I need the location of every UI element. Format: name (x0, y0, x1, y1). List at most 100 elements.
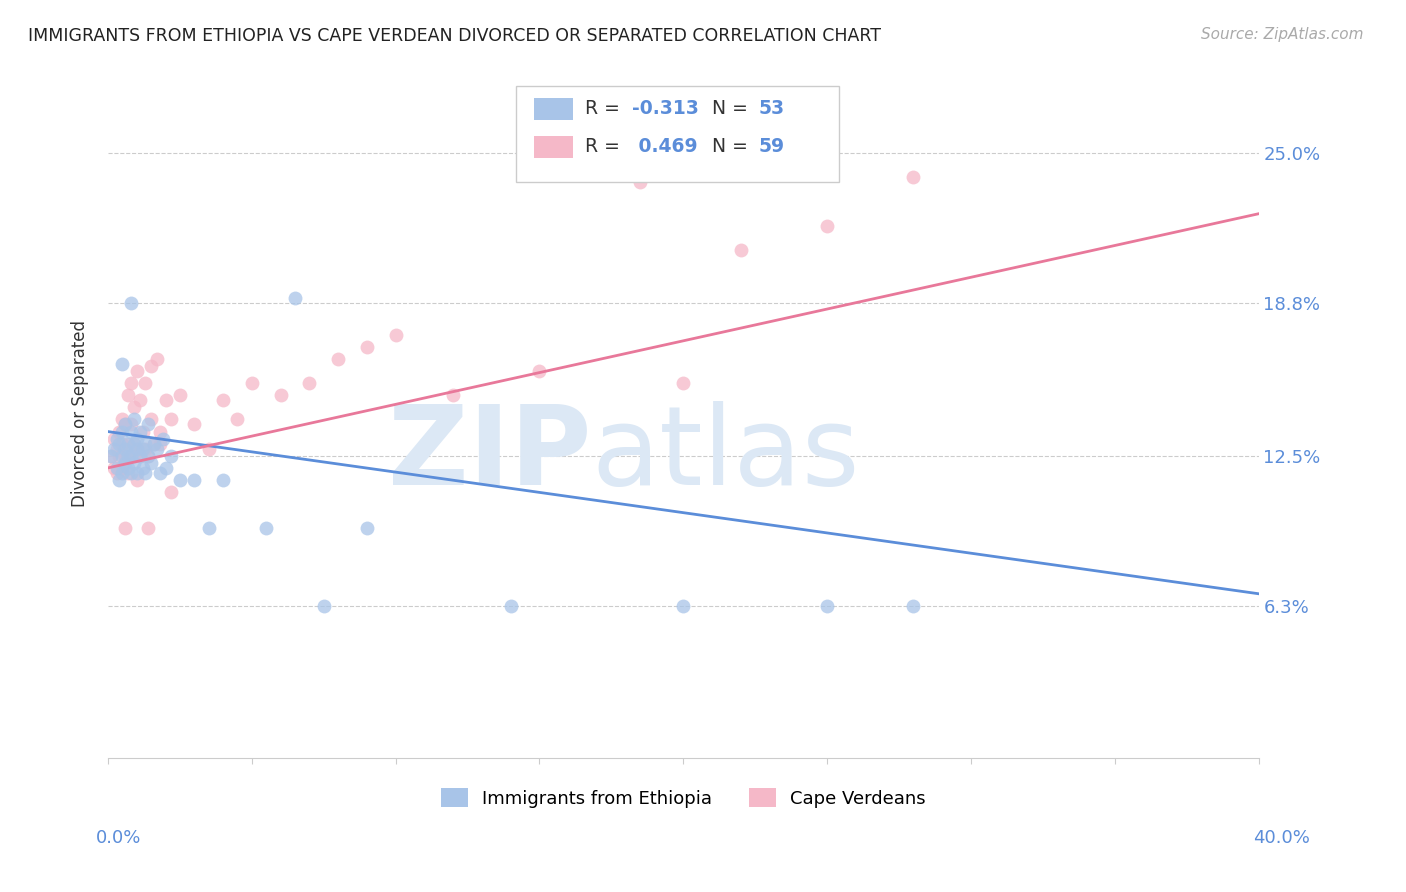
Point (139, 412, 162, 426)
Point (117, 436, 139, 450)
Point (125, 442, 148, 456)
Point (125, 364, 148, 378)
Point (114, 456, 136, 470)
Point (160, 485, 183, 500)
Point (136, 449, 159, 463)
Point (152, 432, 174, 446)
Point (146, 442, 169, 456)
Point (815, 599, 838, 613)
FancyBboxPatch shape (516, 86, 838, 182)
Point (139, 456, 162, 470)
Text: 40.0%: 40.0% (1254, 829, 1310, 847)
Point (114, 417, 136, 432)
Point (672, 376, 695, 391)
Point (139, 359, 162, 374)
Point (128, 425, 150, 439)
Point (111, 461, 134, 475)
Point (120, 417, 142, 432)
Point (134, 376, 156, 391)
Point (122, 436, 145, 450)
Point (312, 599, 335, 613)
Point (212, 393, 235, 408)
Point (117, 436, 139, 450)
Point (226, 412, 249, 426)
Point (212, 473, 235, 487)
Legend: Immigrants from Ethiopia, Cape Verdeans: Immigrants from Ethiopia, Cape Verdeans (433, 781, 934, 815)
Point (105, 432, 128, 446)
Point (356, 521, 378, 535)
FancyBboxPatch shape (534, 136, 572, 158)
Point (628, 175, 651, 189)
Point (108, 425, 131, 439)
Point (284, 292, 307, 306)
Point (111, 466, 134, 480)
Point (143, 436, 166, 450)
Point (356, 340, 378, 354)
Text: 0.0%: 0.0% (96, 829, 141, 847)
Text: R =: R = (585, 137, 626, 156)
Point (105, 442, 128, 456)
Point (146, 351, 169, 366)
Point (114, 442, 136, 456)
Point (108, 436, 131, 450)
Point (111, 357, 134, 371)
Point (169, 388, 191, 402)
Point (197, 442, 219, 456)
Point (120, 425, 142, 439)
Point (122, 401, 145, 415)
Point (240, 376, 263, 391)
Point (183, 473, 205, 487)
Point (136, 521, 159, 535)
Point (122, 456, 145, 470)
Point (111, 449, 134, 463)
Text: 0.469: 0.469 (631, 137, 697, 156)
Text: N =: N = (711, 99, 754, 118)
Point (125, 473, 148, 487)
Point (117, 461, 139, 475)
Point (298, 376, 321, 391)
Point (103, 461, 125, 475)
Point (183, 417, 205, 432)
Point (111, 412, 134, 426)
Point (155, 461, 177, 475)
Point (169, 473, 191, 487)
Point (120, 449, 142, 463)
Point (143, 436, 166, 450)
FancyBboxPatch shape (534, 98, 572, 120)
Point (131, 461, 153, 475)
Point (155, 393, 177, 408)
Point (149, 436, 172, 450)
Point (120, 466, 142, 480)
Point (131, 442, 153, 456)
Point (100, 449, 122, 463)
Point (136, 417, 159, 432)
Point (128, 449, 150, 463)
Point (270, 388, 292, 402)
Text: ZIP: ZIP (388, 401, 592, 508)
Point (128, 393, 150, 408)
Point (384, 327, 406, 342)
Point (120, 296, 142, 310)
Point (108, 449, 131, 463)
Point (149, 466, 172, 480)
Point (441, 388, 464, 402)
Point (326, 351, 349, 366)
Point (529, 364, 551, 378)
Point (111, 436, 134, 450)
Point (122, 449, 145, 463)
Text: 59: 59 (758, 137, 785, 156)
Point (254, 521, 277, 535)
Point (114, 417, 136, 432)
Point (903, 599, 925, 613)
Point (111, 425, 134, 439)
Point (105, 466, 128, 480)
Text: IMMIGRANTS FROM ETHIOPIA VS CAPE VERDEAN DIVORCED OR SEPARATED CORRELATION CHART: IMMIGRANTS FROM ETHIOPIA VS CAPE VERDEAN… (28, 27, 882, 45)
Text: N =: N = (711, 137, 754, 156)
Point (125, 432, 148, 446)
Point (730, 243, 752, 257)
Point (131, 425, 153, 439)
Point (128, 449, 150, 463)
Text: Source: ZipAtlas.com: Source: ZipAtlas.com (1201, 27, 1364, 42)
Point (149, 425, 172, 439)
Point (114, 449, 136, 463)
